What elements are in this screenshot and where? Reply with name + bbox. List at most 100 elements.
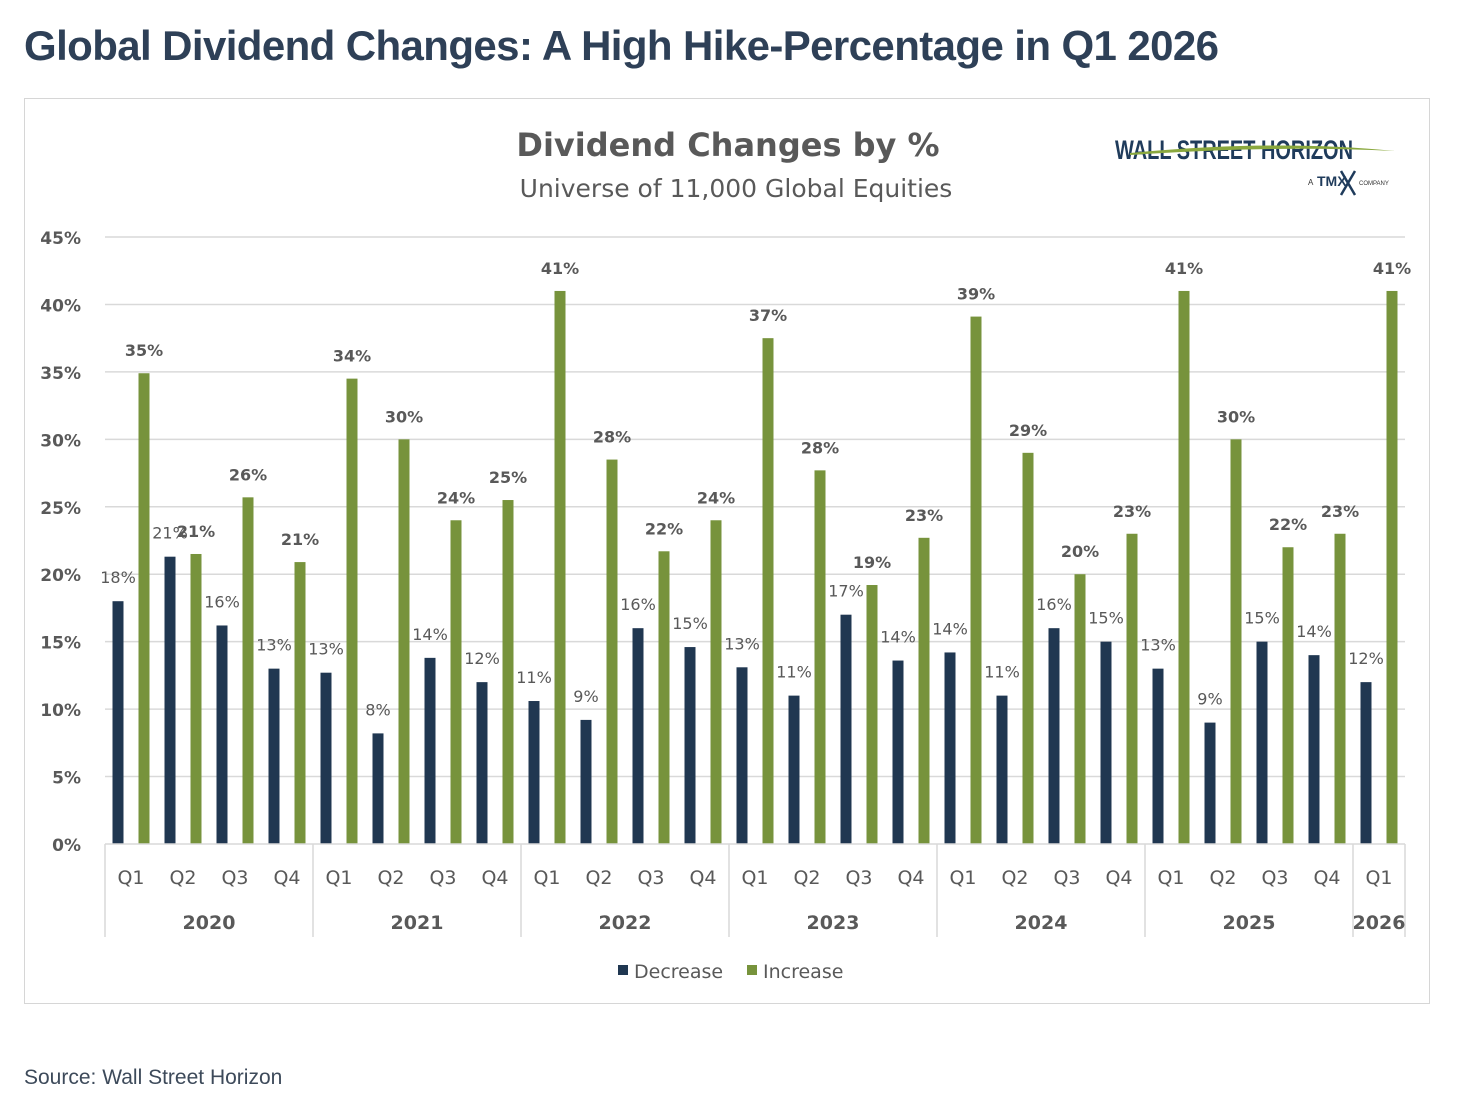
x-tick-label: Q4 (897, 867, 924, 889)
data-label-increase: 23% (1113, 502, 1151, 521)
bar-decrease (1256, 641, 1268, 844)
bar-decrease (892, 660, 904, 844)
bar-increase (866, 585, 878, 844)
data-label-decrease: 14% (880, 628, 916, 647)
data-label-increase: 20% (1061, 542, 1099, 561)
x-group-label: 2026 (1353, 912, 1406, 934)
bar-decrease (788, 695, 800, 844)
data-label-decrease: 12% (1348, 649, 1384, 668)
x-tick-label: Q4 (1313, 867, 1340, 889)
data-label-decrease: 15% (672, 614, 708, 633)
bar-decrease (1308, 655, 1320, 844)
bar-decrease (216, 625, 228, 844)
data-label-decrease: 15% (1244, 609, 1280, 628)
data-label-increase: 37% (749, 306, 787, 325)
bar-decrease (1100, 641, 1112, 844)
bar-increase (398, 439, 410, 844)
data-label-increase: 28% (593, 428, 631, 447)
bar-decrease (268, 668, 280, 844)
x-tick-label: Q1 (325, 867, 352, 889)
bar-increase (710, 520, 722, 844)
legend-label-decrease: Decrease (634, 961, 723, 983)
y-tick-label: 20% (40, 566, 81, 586)
x-tick-label: Q3 (221, 867, 248, 889)
x-group-label: 2025 (1223, 912, 1276, 934)
x-group-label: 2021 (391, 912, 444, 934)
wsh-logo: WALL STREET HORIZON A TMX COMPANY (1115, 135, 1395, 196)
bar-increase (1126, 533, 1138, 844)
logo-x-mark-icon (1339, 170, 1357, 196)
x-tick-label: Q4 (273, 867, 300, 889)
data-label-increase: 21% (177, 522, 215, 541)
bar-increase (1022, 452, 1034, 844)
bar-decrease (1152, 668, 1164, 844)
bar-decrease (164, 556, 176, 844)
data-label-increase: 22% (645, 519, 683, 538)
data-label-increase: 41% (1373, 259, 1411, 278)
logo-horizon-swoosh (1130, 145, 1395, 155)
data-label-decrease: 14% (1296, 622, 1332, 641)
x-tick-label: Q3 (1053, 867, 1080, 889)
bar-increase (814, 470, 826, 844)
data-label-decrease: 15% (1088, 609, 1124, 628)
bar-increase (138, 373, 150, 844)
bar-increase (970, 316, 982, 844)
bar-decrease (1360, 682, 1372, 844)
x-tick-label: Q4 (689, 867, 716, 889)
data-label-increase: 26% (229, 465, 267, 484)
x-axis: Q1 Q2 Q3 Q4 Q1 Q2 Q3 Q4 Q1 Q2 Q3 Q4 Q1 Q2 Q3 Q4 Q1 Q2 Q3 Q4… (104, 843, 1406, 937)
data-label-decrease: 13% (308, 640, 344, 659)
logo-wordmark: WALL STREET HORIZON (1115, 135, 1353, 165)
data-label-increase: 24% (697, 488, 735, 507)
data-label-decrease: 11% (984, 663, 1020, 682)
bar-increase (346, 378, 358, 844)
data-label-decrease: 16% (1036, 595, 1072, 614)
data-label-increase: 25% (489, 468, 527, 487)
data-label-increase: 22% (1269, 515, 1307, 534)
bar-decrease (632, 628, 644, 844)
y-tick-label: 45% (40, 229, 81, 249)
bar-decrease (372, 733, 384, 844)
data-label-decrease: 11% (516, 668, 552, 687)
bar-decrease (684, 647, 696, 844)
data-label-decrease: 9% (573, 687, 598, 706)
bar-decrease (580, 719, 592, 844)
data-label-decrease: 13% (724, 634, 760, 653)
y-tick-label: 0% (52, 836, 81, 856)
data-label-increase: 30% (1217, 407, 1255, 426)
bar-decrease (840, 614, 852, 844)
bar-increase (1230, 439, 1242, 844)
y-tick-label: 5% (52, 769, 81, 789)
bar-increase (918, 537, 930, 844)
logo-tagline-prefix: A (1308, 178, 1314, 187)
data-label-increase: 28% (801, 438, 839, 457)
x-tick-label: Q2 (1001, 867, 1028, 889)
x-tick-label: Q1 (949, 867, 976, 889)
data-label-increase: 23% (1321, 502, 1359, 521)
data-label-decrease: 18% (100, 568, 136, 587)
x-tick-label: Q3 (637, 867, 664, 889)
dividend-changes-chart: Dividend Changes by % Universe of 11,000… (40, 126, 1411, 983)
data-label-increase: 19% (853, 553, 891, 572)
data-label-decrease: 8% (365, 700, 390, 719)
x-group-label: 2020 (183, 912, 236, 934)
bar-decrease (476, 682, 488, 844)
bars (112, 290, 1398, 844)
bar-increase (502, 500, 514, 844)
bar-increase (242, 497, 254, 844)
y-tick-label: 10% (40, 701, 81, 721)
data-label-decrease: 13% (1140, 636, 1176, 655)
bar-decrease (1204, 722, 1216, 844)
bar-increase (294, 562, 306, 844)
source-note: Source: Wall Street Horizon (24, 1066, 283, 1089)
x-tick-label: Q2 (585, 867, 612, 889)
y-tick-label: 35% (40, 364, 81, 384)
y-tick-label: 15% (40, 634, 81, 654)
bar-increase (190, 553, 202, 844)
bar-decrease (112, 601, 124, 844)
bar-decrease (944, 652, 956, 844)
bar-increase (1334, 533, 1346, 844)
x-tick-label: Q2 (169, 867, 196, 889)
x-tick-label: Q2 (1209, 867, 1236, 889)
x-group-label: 2023 (807, 912, 860, 934)
